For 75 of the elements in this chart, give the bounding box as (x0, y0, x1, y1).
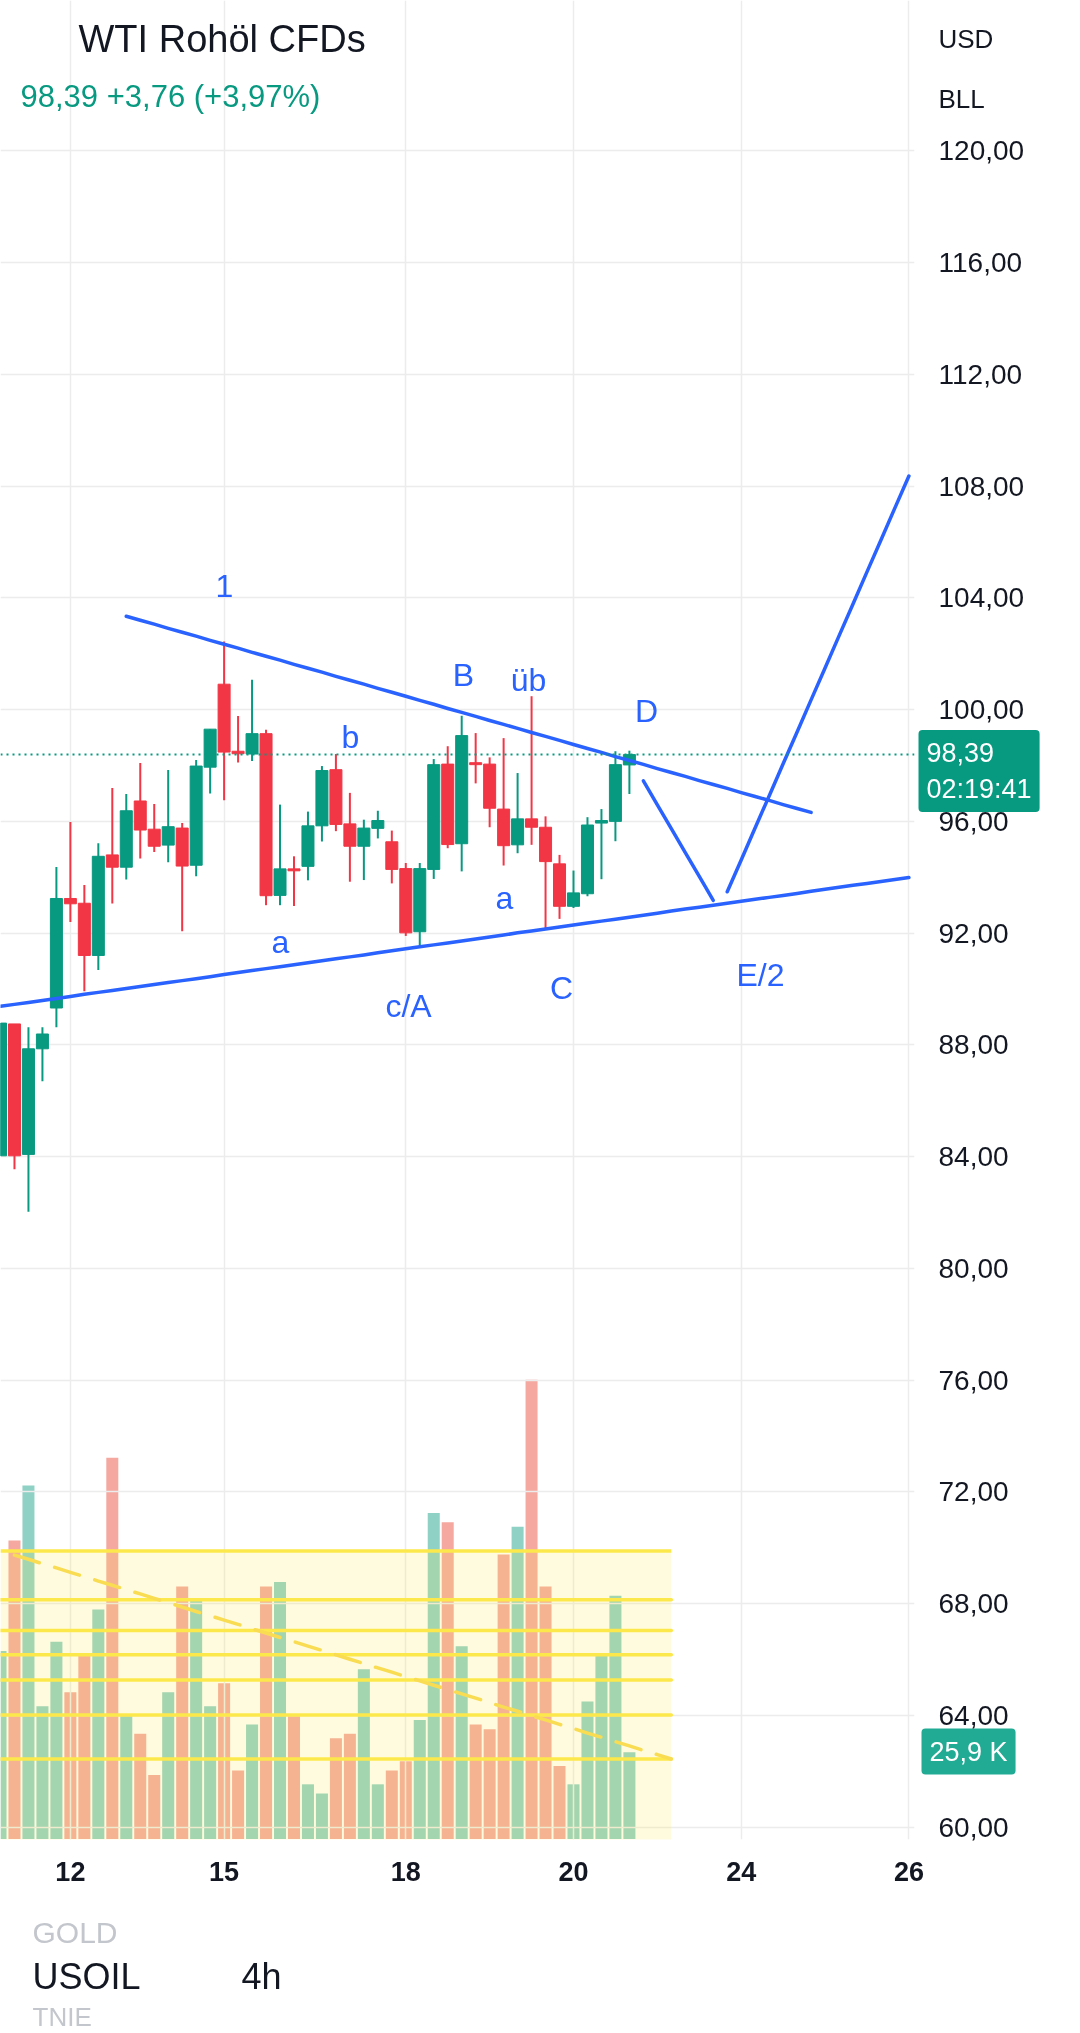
y-tick-label: 76,00 (938, 1364, 1009, 1396)
bar (469, 1724, 482, 1839)
x-tick-label: 12 (55, 1856, 86, 1887)
bar (246, 1724, 259, 1839)
y-tick-label: 120,00 (938, 135, 1025, 167)
text: GOLD (32, 1916, 118, 1949)
y-tick-label: 80,00 (938, 1252, 1009, 1284)
bar (50, 1641, 63, 1839)
bar (343, 1733, 356, 1839)
text: USD (938, 23, 994, 54)
y-tick-label: 100,00 (938, 694, 1025, 726)
annotation: üb (510, 661, 547, 698)
bar (385, 1770, 398, 1839)
bar (483, 1729, 496, 1839)
annotation: a (495, 879, 514, 916)
x-tick-label: 24 (726, 1856, 757, 1887)
y-tick-label: 92,00 (938, 917, 1009, 949)
x-tick-label: 15 (209, 1856, 240, 1887)
bar (232, 1770, 245, 1839)
ref-line-label: 98,39 02:19:41 (926, 738, 1032, 805)
annotation: D (634, 692, 659, 729)
bar (22, 1485, 35, 1839)
bar (413, 1719, 426, 1839)
annotation: b (341, 718, 360, 755)
candlestick (161, 768, 175, 864)
annotation: c/A (385, 987, 433, 1024)
bar (315, 1793, 328, 1839)
x-tick-label: 18 (390, 1856, 421, 1887)
annotation: 1 (215, 567, 234, 604)
candlestick (105, 787, 119, 905)
y-tick-label: 108,00 (938, 470, 1025, 502)
candlestick (287, 855, 301, 908)
bar (162, 1692, 175, 1839)
bar (525, 1379, 538, 1839)
text: USOIL (32, 1956, 141, 1997)
bar (357, 1669, 370, 1839)
bar (287, 1715, 300, 1839)
annotation: B (452, 656, 475, 693)
bar (329, 1738, 342, 1839)
bar (92, 1609, 105, 1839)
text: 4h (241, 1956, 282, 1997)
text: WTI Rohöl CFDs (78, 17, 366, 60)
bar (441, 1522, 454, 1839)
y-tick-label: 116,00 (938, 247, 1023, 279)
x-tick-label: 20 (558, 1856, 589, 1887)
text: TNIE (32, 2001, 92, 2032)
y-tick-label: 88,00 (938, 1029, 1009, 1061)
text: 98,39 +3,76 (+3,97%) (20, 79, 321, 114)
bar (399, 1761, 412, 1839)
annotation: E/2 (736, 956, 785, 993)
y-tick-label: 96,00 (938, 805, 1009, 837)
y-tick-label: 60,00 (938, 1811, 1009, 1843)
bar (120, 1715, 133, 1839)
y-tick-label: 64,00 (938, 1699, 1009, 1731)
y-tick-label: 112,00 (938, 358, 1023, 390)
y-tick-label: 72,00 (938, 1476, 1009, 1508)
bar (371, 1784, 384, 1839)
bar (36, 1706, 49, 1839)
x-tick-label: 26 (893, 1856, 924, 1887)
bar (623, 1752, 636, 1839)
y-tick-label: 84,00 (938, 1141, 1009, 1173)
bar (106, 1457, 119, 1839)
bar (78, 1655, 91, 1839)
bar (134, 1733, 147, 1839)
text: BLL (938, 83, 985, 114)
y-tick-label: 68,00 (938, 1588, 1009, 1620)
bar (553, 1765, 566, 1839)
bar (148, 1775, 161, 1839)
bar (301, 1784, 314, 1839)
text: 25,9 K (929, 1736, 1008, 1767)
annotation: a (271, 923, 290, 960)
annotation: C (549, 969, 574, 1006)
y-tick-label: 104,00 (938, 582, 1025, 614)
bar (595, 1655, 608, 1839)
bar (204, 1706, 217, 1839)
